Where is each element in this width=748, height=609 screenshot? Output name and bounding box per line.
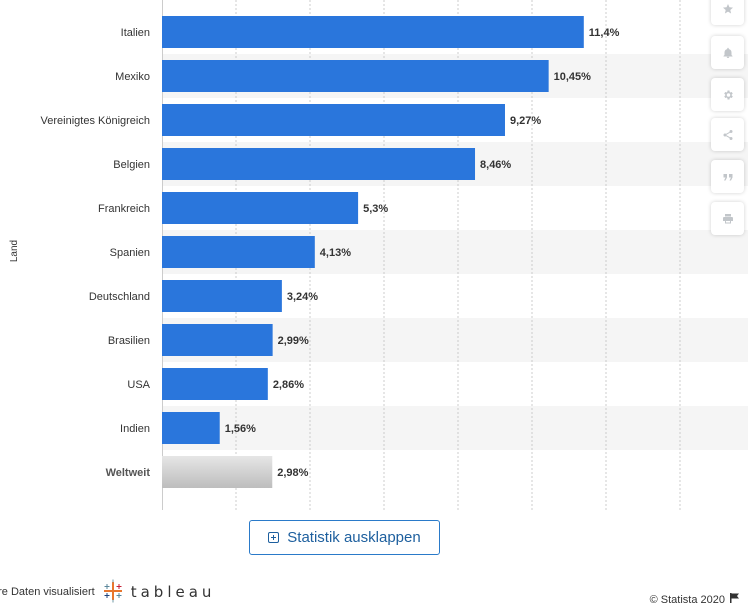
share-button[interactable] [711,118,744,151]
value-label: 9,27% [510,115,541,127]
value-label: 2,86% [273,379,304,391]
copyright: © Statista 2020 [650,593,740,606]
category-label: Mexiko [115,71,150,83]
print-icon [722,213,734,225]
bar-indien[interactable] [162,412,220,444]
category-label: Vereinigtes Königreich [41,115,150,127]
tableau-logo-icon [101,579,125,606]
copyright-text[interactable]: © Statista 2020 [649,593,725,606]
category-label: USA [127,379,150,391]
favorite-button[interactable] [711,0,744,25]
quote-icon [722,171,734,183]
category-label: Brasilien [108,335,150,347]
bar-spanien[interactable] [162,236,315,268]
category-label: Indien [120,423,150,435]
expand-statistic-label: Statistik ausklappen [287,529,421,546]
gear-icon [722,89,734,101]
category-label: Weltweit [106,467,151,479]
flag-icon[interactable] [730,593,740,606]
bar-usa[interactable] [162,368,268,400]
value-label: 2,98% [277,467,308,479]
category-label: Belgien [113,159,150,171]
expand-statistic-button[interactable]: Statistik ausklappen [249,520,440,555]
category-label: Spanien [110,247,150,259]
value-labels: 11,4% 10,45% 9,27% 8,46% 5,3% 4,13% 3,24% 2,99%… [225,27,620,479]
plus-square-icon [268,532,280,543]
category-label: Italien [121,27,150,39]
tableau-text: hre Daten visualisiert [0,586,95,598]
value-label: 4,13% [320,247,351,259]
value-label: 11,4% [589,27,620,39]
y-axis-label: Land [9,240,20,262]
tableau-attribution[interactable]: hre Daten visualisiert tableau [0,579,216,606]
value-label: 10,45% [554,71,592,83]
value-label: 3,24% [287,291,318,303]
print-button[interactable] [711,202,744,235]
bar-weltweit[interactable] [162,456,273,488]
bar-frankreich[interactable] [162,192,359,224]
value-label: 5,3% [363,203,388,215]
bars [162,16,584,488]
notification-button[interactable] [711,36,744,69]
value-label: 2,99% [278,335,309,347]
value-label: 1,56% [225,423,256,435]
bar-mexiko[interactable] [162,60,549,92]
category-labels: Italien Mexiko Vereinigtes Königreich Belgi… [41,27,151,479]
cite-button[interactable] [711,160,744,193]
bar-belgien[interactable] [162,148,476,180]
bar-brasilien[interactable] [162,324,273,356]
settings-button[interactable] [711,78,744,111]
category-label: Frankreich [98,203,150,215]
bar-italien[interactable] [162,16,584,48]
share-icon [722,129,734,141]
value-label: 8,46% [480,159,511,171]
row-band [162,406,748,450]
star-icon [722,3,734,15]
bar-deutschland[interactable] [162,280,282,312]
bar-chart: Italien Mexiko Vereinigtes Königreich Belgi… [9,0,748,510]
bell-icon [722,47,734,59]
bar-vereinigtes-königreich[interactable] [162,104,505,136]
category-label: Deutschland [89,291,150,303]
tableau-brand: tableau [130,583,216,601]
